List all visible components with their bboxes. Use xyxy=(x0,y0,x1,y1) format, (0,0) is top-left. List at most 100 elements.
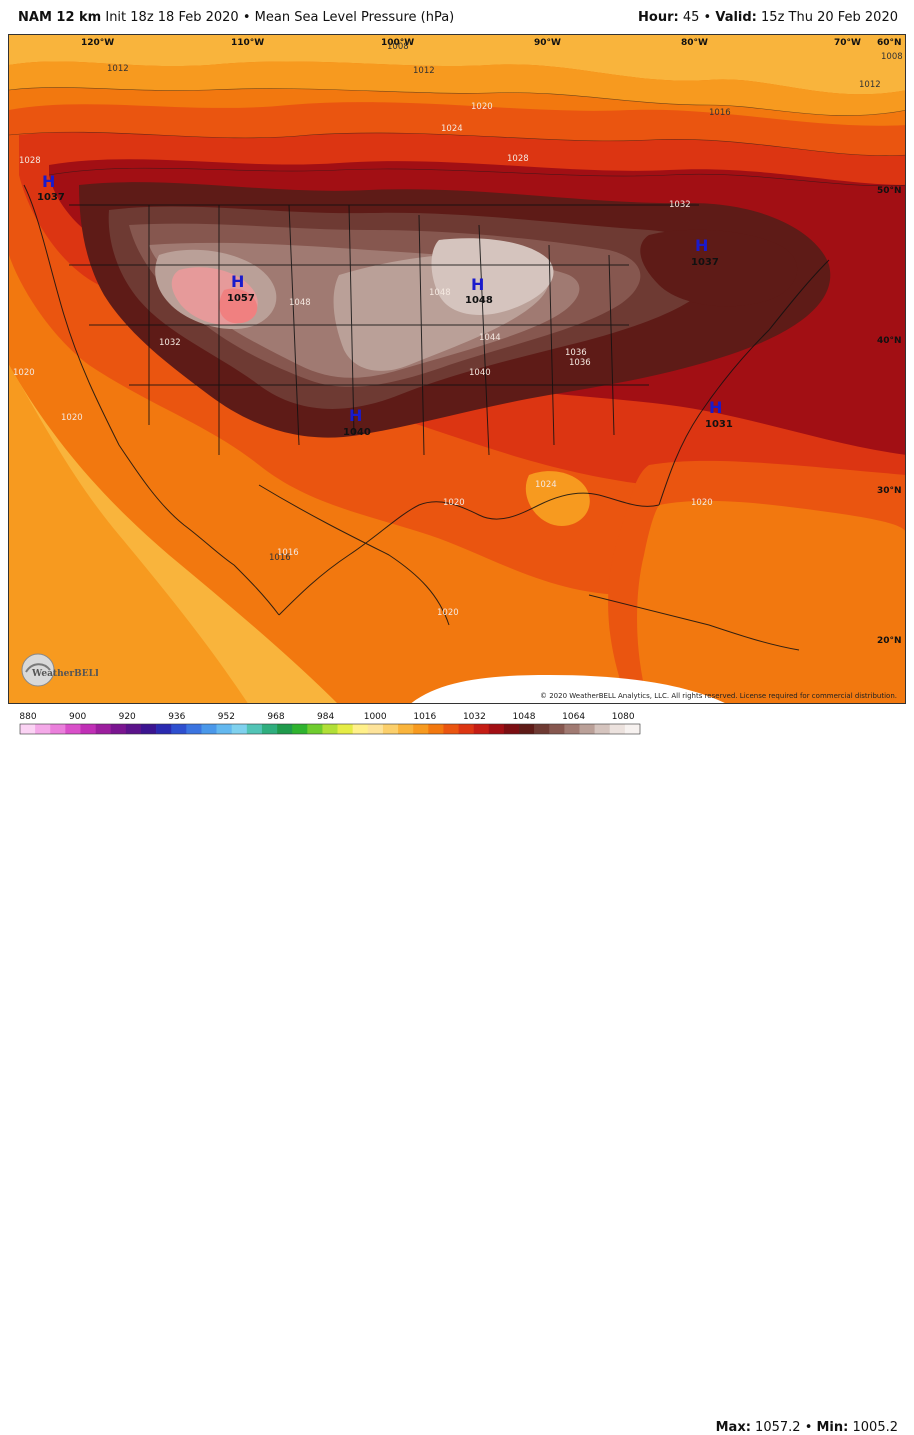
colorbar-swatch xyxy=(337,724,353,734)
contour-label: 1016 xyxy=(269,553,291,563)
high-letter: H xyxy=(231,272,244,291)
high-center-plains[interactable]: H 1048 xyxy=(465,275,493,306)
contour-label: 1024 xyxy=(441,124,463,134)
init-time: Init 18z 18 Feb 2020 xyxy=(105,10,239,25)
contour-label: 1008 xyxy=(387,42,409,52)
stats-bullet: • xyxy=(804,1420,813,1435)
contour-label: 1028 xyxy=(19,156,41,166)
high-center-rockies[interactable]: H 1057 xyxy=(227,272,255,304)
colorbar-swatch xyxy=(549,724,565,734)
high-value: 1037 xyxy=(691,257,719,268)
contour-label: 1028 xyxy=(507,154,529,164)
colorbar-tick-label: 880 xyxy=(19,712,36,722)
contours xyxy=(9,87,905,187)
field-name: Mean Sea Level Pressure (hPa) xyxy=(254,10,455,25)
colorbar-swatch xyxy=(413,724,429,734)
title-bullet: • xyxy=(242,10,251,25)
contour-label: 1032 xyxy=(669,200,691,210)
valid-label: Valid: xyxy=(715,10,757,25)
colorbar-swatch xyxy=(458,724,474,734)
colorbar-swatch xyxy=(216,724,233,734)
colorbar-swatch xyxy=(609,724,626,734)
max-value: 1057.2 xyxy=(755,1420,801,1435)
field-atlantic-inner xyxy=(637,500,905,703)
high-letter: H xyxy=(695,236,708,255)
colorbar-swatch xyxy=(125,724,142,734)
high-letter: H xyxy=(349,406,362,425)
field-band-1016 xyxy=(9,61,905,116)
graticule-labels: 120°W 110°W 100°W 90°W 80°W 70°W 60°N 50… xyxy=(81,38,902,646)
high-center-northeast[interactable]: H 1037 xyxy=(691,236,719,268)
contour-label: 1016 xyxy=(709,108,731,118)
colorbar-swatch xyxy=(95,724,112,734)
contour-label: 1020 xyxy=(443,498,465,508)
contour-label: 1020 xyxy=(437,608,459,618)
contour-label: 1020 xyxy=(471,102,493,112)
colorbar-swatch xyxy=(564,724,580,734)
mexico-border xyxy=(258,484,450,626)
colorbar-swatch xyxy=(110,724,127,734)
min-value: 1005.2 xyxy=(852,1420,899,1435)
colorbar-swatch xyxy=(352,724,369,734)
field-gulf-patch xyxy=(525,471,590,526)
contour-label: 1048 xyxy=(289,298,311,308)
borders-layer xyxy=(23,184,830,651)
high-center-carolina[interactable]: H 1031 xyxy=(705,398,733,430)
cuba xyxy=(588,594,800,651)
contour-label: 1032 xyxy=(159,338,181,348)
colorbar-swatch xyxy=(186,724,202,734)
contour-label: 1044 xyxy=(479,333,501,343)
field-sw-1016b xyxy=(9,365,248,703)
contour-label: 1036 xyxy=(565,348,587,358)
contour-label: 1020 xyxy=(691,498,713,508)
contour-value-labels: 1012 1008 1012 1020 1024 1028 1028 1032 … xyxy=(13,42,903,618)
field-band-1012 xyxy=(9,35,905,95)
colorbar-swatch xyxy=(594,724,611,734)
gulf-coast xyxy=(278,492,660,616)
colorbar-swatch xyxy=(624,724,641,734)
lat-label: 60°N xyxy=(877,38,902,48)
colorbar-swatch xyxy=(171,724,187,734)
lon-label: 110°W xyxy=(231,38,264,48)
valid-bullet: • xyxy=(703,10,712,25)
contour-label: 1024 xyxy=(535,480,557,490)
high-value: 1037 xyxy=(37,192,65,203)
colorbar-swatch xyxy=(443,724,459,734)
hour-label: Hour: xyxy=(638,10,679,25)
colorbar-swatch xyxy=(488,724,505,734)
contour-label: 1012 xyxy=(107,64,129,74)
colorbar-svg: 880 900 920 936 952 968 984 1000 1016 1032 1048 106… xyxy=(19,712,641,735)
valid-time: Hour: 45 • Valid: 15z Thu 20 Feb 2020 xyxy=(638,10,898,25)
colorbar-tick-label: 952 xyxy=(218,712,235,722)
copyright-notice: © 2020 WeatherBELL Analytics, LLC. All r… xyxy=(540,692,897,700)
colorbar-tick-label: 1080 xyxy=(612,712,635,722)
colorbar-swatch xyxy=(201,724,217,734)
colorbar-swatch xyxy=(50,724,66,734)
colorbar-swatch xyxy=(20,724,36,734)
colorbar-swatch xyxy=(277,724,293,734)
lon-label: 80°W xyxy=(681,38,708,48)
colorbar-swatch xyxy=(140,724,157,734)
contour-label: 1020 xyxy=(13,368,35,378)
contour-label: 1036 xyxy=(569,358,591,368)
east-coast xyxy=(658,259,830,506)
weatherbell-logo: WeatherBELL xyxy=(18,650,102,690)
colorbar-swatch xyxy=(65,724,81,734)
valid-value: 15z Thu 20 Feb 2020 xyxy=(761,10,898,25)
high-center-nw[interactable]: H 1037 xyxy=(37,172,65,203)
colorbar-tick-label: 920 xyxy=(119,712,136,722)
colorbar-tick-label: 1064 xyxy=(562,712,585,722)
high-center-texas[interactable]: H 1040 xyxy=(343,406,371,438)
colorbar-tick-label: 968 xyxy=(267,712,284,722)
pressure-map[interactable]: 120°W 110°W 100°W 90°W 80°W 70°W 60°N 50… xyxy=(8,34,906,704)
colorbar-swatch xyxy=(307,724,323,734)
max-min-readout: Max: 1057.2 • Min: 1005.2 xyxy=(716,1420,898,1435)
lon-label: 100°W xyxy=(381,38,414,48)
colorbar-swatch xyxy=(534,724,550,734)
contour-label: 1016 xyxy=(277,548,299,558)
west-coast xyxy=(23,184,280,616)
colorbar-tick-label: 1000 xyxy=(364,712,387,722)
colorbar-swatch xyxy=(503,724,520,734)
contour-label: 1012 xyxy=(859,80,881,90)
title: NAM 12 km Init 18z 18 Feb 2020 • Mean Se… xyxy=(18,10,454,25)
